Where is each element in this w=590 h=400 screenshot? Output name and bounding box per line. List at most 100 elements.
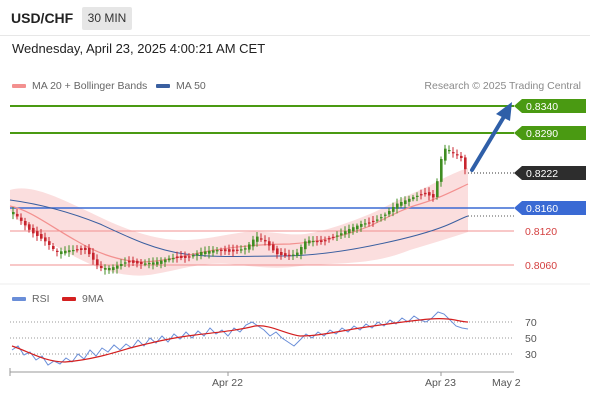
candle-body <box>100 265 103 268</box>
candle-body <box>40 234 43 239</box>
top-bar: USD/CHF 30 MIN <box>0 0 590 36</box>
candle-body <box>264 239 267 242</box>
candle-body <box>204 251 207 255</box>
candle-body <box>368 222 371 224</box>
candle-body <box>140 261 143 264</box>
candle-body <box>52 245 55 249</box>
candle-body <box>224 249 227 252</box>
candle-body <box>292 254 295 256</box>
candle-body <box>260 238 263 240</box>
candle-body <box>128 260 131 263</box>
candle-body <box>184 255 187 258</box>
candle-body <box>164 259 167 263</box>
candle-body <box>436 181 439 198</box>
candle-body <box>356 225 359 230</box>
candle-body <box>432 194 435 198</box>
candle-body <box>144 263 147 265</box>
candle-body <box>72 250 75 252</box>
rsi-swatch <box>12 297 26 301</box>
candle-body <box>152 262 155 265</box>
candle-body <box>364 223 367 225</box>
candle-body <box>376 219 379 221</box>
candle-body <box>340 233 343 236</box>
ma20-swatch <box>12 84 26 88</box>
candle-body <box>444 148 447 161</box>
candle-body <box>12 212 15 215</box>
x-label-apr23: Apr 23 <box>425 377 456 389</box>
candle-body <box>56 250 59 252</box>
candle-body <box>400 202 403 206</box>
candle-body <box>88 247 91 255</box>
candle-body <box>112 267 115 271</box>
candle-body <box>352 227 355 232</box>
candle-body <box>272 244 275 251</box>
candle-body <box>296 252 299 256</box>
symbol-title: USD/CHF <box>11 10 74 26</box>
candle-body <box>424 192 427 195</box>
rsi-line <box>11 311 469 366</box>
candle-body <box>188 256 191 258</box>
level-label-8222: 0.8222 <box>526 168 558 180</box>
candle-body <box>328 238 331 240</box>
candle-body <box>16 213 19 217</box>
candle-body <box>428 192 431 196</box>
candle-body <box>452 152 455 154</box>
candle-body <box>412 197 415 200</box>
level-label-8290: 0.8290 <box>526 128 558 140</box>
candle-body <box>192 255 195 257</box>
level-label-8340: 0.8340 <box>526 101 558 113</box>
candle-body <box>280 252 283 255</box>
ma9-swatch <box>62 297 76 301</box>
candle-body <box>68 250 71 253</box>
candle-body <box>324 240 327 242</box>
candle-body <box>96 259 99 266</box>
x-label-apr22: Apr 22 <box>212 377 243 389</box>
candle-body <box>300 247 303 255</box>
candle-body <box>404 200 407 205</box>
candle-body <box>380 217 383 219</box>
candle-body <box>284 253 287 256</box>
candle-body <box>420 194 423 196</box>
ma50-swatch <box>156 84 170 88</box>
legend-9ma: 9MA <box>62 293 104 305</box>
candle-body <box>28 224 31 230</box>
candle-body <box>320 240 323 242</box>
candle-body <box>456 154 459 156</box>
candle-body <box>196 253 199 256</box>
candle-body <box>36 231 39 236</box>
legend-ma50: MA 50 <box>156 80 206 92</box>
candle-body <box>156 261 159 265</box>
timeframe-button[interactable]: 30 MIN <box>82 7 132 30</box>
candle-body <box>148 262 151 265</box>
candle-body <box>348 229 351 234</box>
candle-body <box>124 262 127 264</box>
candle-body <box>32 227 35 234</box>
candle-body <box>332 236 335 239</box>
candle-body <box>460 155 463 158</box>
copyright-text: Research © 2025 Trading Central <box>424 80 581 92</box>
candle-body <box>176 256 179 258</box>
candle-body <box>132 260 135 263</box>
candle-body <box>248 244 251 250</box>
candle-body <box>304 241 307 250</box>
candle-body <box>120 264 123 267</box>
candle-body <box>84 247 87 250</box>
candle-body <box>360 224 363 227</box>
rsi-label-50: 50 <box>525 333 537 345</box>
forecast-arrow-line <box>470 113 507 172</box>
ma50-label: MA 50 <box>176 80 206 92</box>
candle-body <box>168 258 171 261</box>
candle-body <box>288 254 291 256</box>
candle-body <box>60 251 63 255</box>
candle-body <box>252 239 255 247</box>
candle-body <box>244 248 247 250</box>
candle-body <box>212 250 215 253</box>
candle-body <box>48 241 51 245</box>
candle-body <box>240 249 243 251</box>
forecast-arrow-head <box>496 102 512 121</box>
level-badge-8160: 0.8160 <box>514 201 586 215</box>
candle-body <box>108 268 111 271</box>
candle-body <box>372 220 375 223</box>
candle-body <box>256 236 259 242</box>
